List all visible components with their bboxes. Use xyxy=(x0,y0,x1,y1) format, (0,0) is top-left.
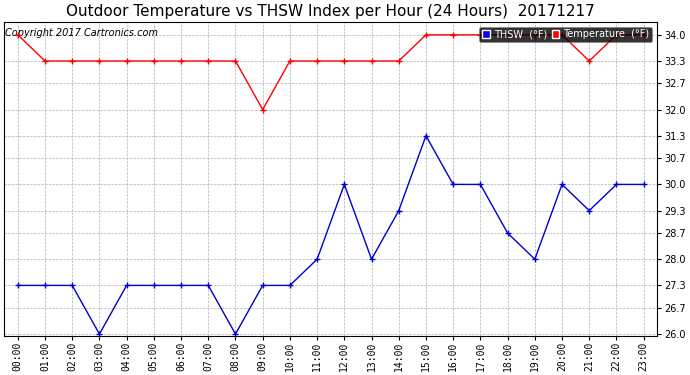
Legend: THSW  (°F), Temperature  (°F): THSW (°F), Temperature (°F) xyxy=(479,27,653,42)
Text: Copyright 2017 Cartronics.com: Copyright 2017 Cartronics.com xyxy=(6,28,159,38)
Title: Outdoor Temperature vs THSW Index per Hour (24 Hours)  20171217: Outdoor Temperature vs THSW Index per Ho… xyxy=(66,4,595,19)
